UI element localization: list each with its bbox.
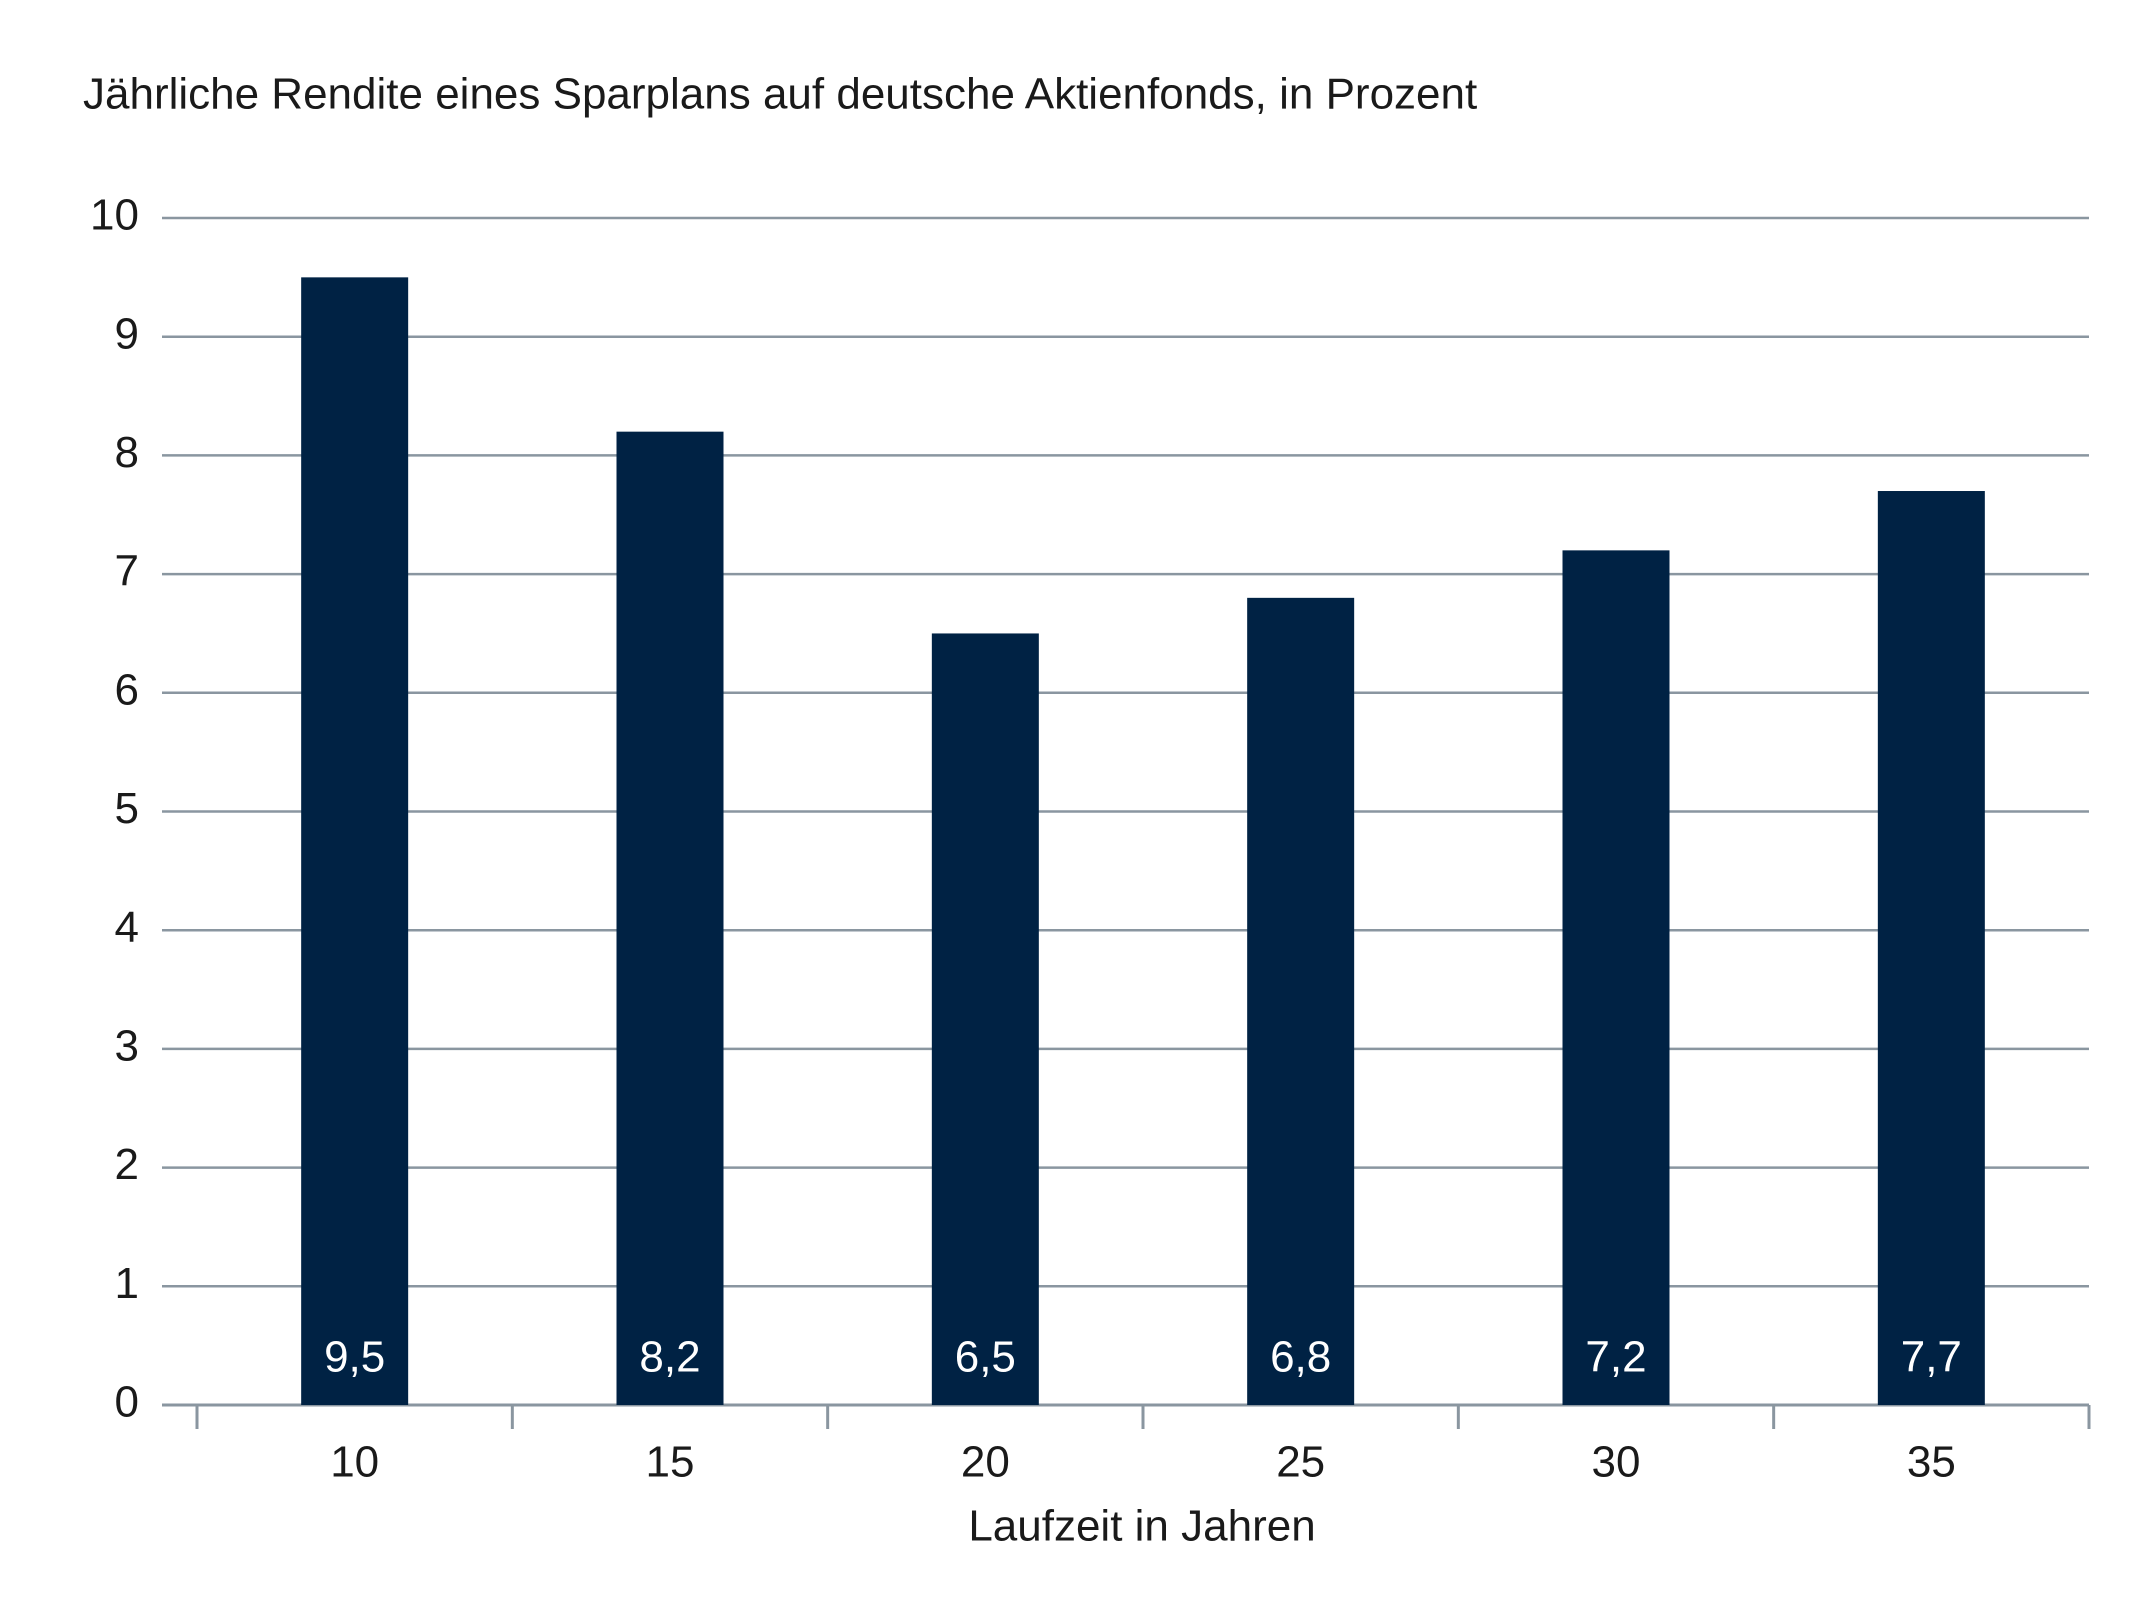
x-tick-label: 10 (330, 1438, 379, 1487)
data-label: 8,2 (639, 1333, 700, 1382)
y-tick-label: 6 (115, 665, 139, 714)
y-tick-label: 9 (115, 309, 139, 358)
bar (1247, 597, 1355, 1405)
data-label: 7,7 (1901, 1333, 1962, 1382)
y-tick-label: 1 (115, 1259, 139, 1308)
bar (616, 431, 724, 1405)
y-tick-label: 2 (115, 1140, 139, 1189)
bar (1877, 491, 1985, 1405)
y-tick-label: 0 (115, 1378, 139, 1427)
x-tick-label: 20 (961, 1438, 1010, 1487)
y-tick-label: 5 (115, 784, 139, 833)
data-label: 9,5 (324, 1333, 385, 1382)
x-tick-label: 15 (646, 1438, 695, 1487)
data-label: 6,8 (1270, 1333, 1331, 1382)
bar (1562, 550, 1670, 1405)
y-tick-label: 8 (115, 428, 139, 477)
data-label: 7,2 (1585, 1333, 1646, 1382)
x-axis-label: Laufzeit in Jahren (968, 1502, 1315, 1551)
y-tick-label: 4 (115, 903, 139, 952)
x-tick-label: 35 (1907, 1438, 1956, 1487)
y-tick-label: 7 (115, 547, 139, 596)
bar (931, 633, 1039, 1405)
bar (301, 277, 409, 1406)
y-tick-label: 10 (90, 191, 139, 240)
x-tick-label: 30 (1592, 1438, 1641, 1487)
chart-title: Jährliche Rendite eines Sparplans auf de… (83, 70, 1477, 119)
x-tick-label: 25 (1276, 1438, 1325, 1487)
y-tick-label: 3 (115, 1022, 139, 1071)
data-label: 6,5 (955, 1333, 1016, 1382)
